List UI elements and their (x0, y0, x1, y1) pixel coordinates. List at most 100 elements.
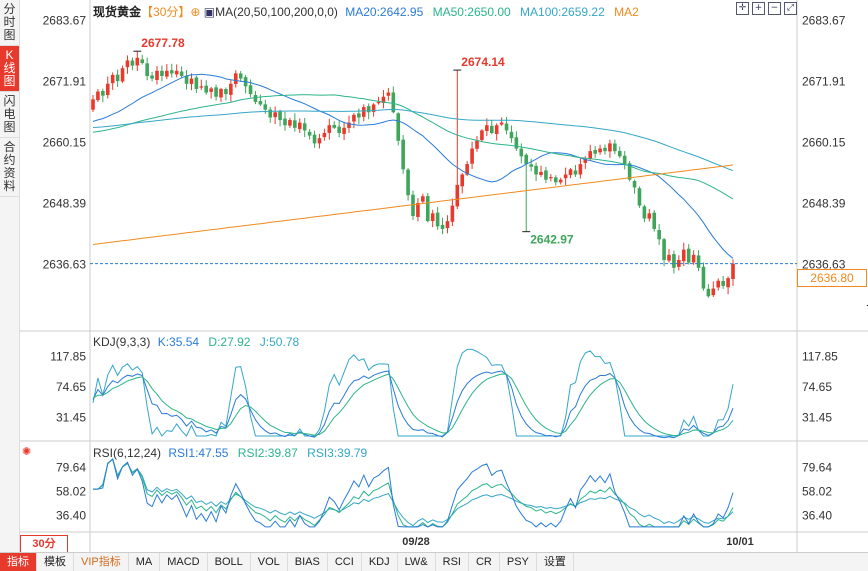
candle-body (115, 74, 120, 82)
candle-body (406, 169, 410, 196)
rsi3-line (93, 458, 734, 527)
indicator-tab-7[interactable]: BIAS (288, 553, 328, 571)
candle-body (460, 174, 465, 187)
rsi-label: RSI(6,12,24) (93, 446, 162, 460)
period-tag: 【30分】 (141, 5, 191, 19)
candle-body (593, 149, 597, 154)
candle-body (169, 70, 174, 74)
candle-body (558, 179, 563, 183)
candle-body (214, 87, 218, 97)
candle-body (667, 254, 671, 261)
zoom-out-icon[interactable]: − (768, 2, 781, 15)
candle-body (706, 288, 711, 297)
candle-body (248, 85, 253, 95)
ma50-value: MA50:2650.00 (432, 5, 511, 19)
indicator-tab-4[interactable]: MACD (160, 553, 208, 571)
symbol-name: 现货黄金 (93, 5, 142, 19)
kdj-d-line (92, 373, 734, 437)
y-tick-label: 2648.39 (43, 197, 87, 211)
candle-body (179, 71, 184, 76)
candle-body (273, 112, 277, 118)
indicator-tab-2[interactable]: VIP指标 (74, 553, 129, 571)
indicator-tab-1[interactable]: 模板 (37, 553, 74, 571)
candle-body (421, 196, 425, 202)
zoom-in-icon[interactable]: + (752, 2, 765, 15)
candle-body (642, 206, 647, 219)
y-tick-label: 2636.63 (43, 258, 87, 272)
settings-icon[interactable]: ⊕ (190, 5, 201, 19)
annotation-label: 2674.14 (461, 55, 505, 69)
candle-body (622, 155, 627, 165)
candle-body (445, 221, 450, 229)
y-tick-label: 2671.91 (43, 75, 87, 89)
fullscreen-icon[interactable]: ⤢ (784, 2, 797, 15)
annotation-label: 2642.97 (530, 233, 574, 247)
indicator-tab-14[interactable]: 设置 (537, 553, 574, 571)
candle-body (494, 125, 499, 134)
indicator-tab-10[interactable]: LW& (398, 553, 436, 571)
candle-body (455, 184, 460, 207)
candle-body (711, 288, 716, 296)
candle-body (337, 126, 341, 134)
indicator-tab-13[interactable]: PSY (500, 553, 537, 571)
candle-body (130, 60, 135, 66)
ma200-value: MA2 (614, 5, 639, 19)
indicator-settings-icon[interactable]: ✺ (22, 446, 32, 458)
candle-body (352, 114, 356, 122)
indicator-tab-9[interactable]: KDJ (362, 553, 398, 571)
candle-body (238, 73, 243, 79)
candle-body (125, 60, 130, 68)
kdj-k-line (92, 370, 734, 439)
indicator-tab-8[interactable]: CCI (328, 553, 362, 571)
candle-body (145, 63, 149, 76)
rsi-header: RSI(6,12,24) RSI1:47.55 RSI2:39.87 RSI3:… (93, 446, 367, 460)
candle-body (332, 124, 337, 128)
candle-body (598, 148, 602, 153)
candle-body (386, 92, 391, 96)
candle-body (376, 101, 381, 104)
kdj-y-tick-right: 74.65 (802, 380, 832, 394)
indicator-tab-12[interactable]: CR (469, 553, 500, 571)
rsi1-value: RSI1:47.55 (168, 446, 229, 460)
y-tick-label-right: 2660.15 (802, 136, 846, 150)
ma-toggle-icon[interactable]: ▣ (203, 5, 216, 19)
side-tab-timeshare[interactable]: 分时图 (0, 0, 19, 46)
chart-canvas[interactable]: 2683.67 2683.67 2671.91 2671.91 2660.15 2660.… (0, 0, 868, 552)
period-button[interactable]: 30分 (20, 535, 68, 553)
candle-body (627, 163, 632, 180)
candle-body (165, 70, 169, 77)
candle-body (140, 59, 145, 64)
candle-body (657, 230, 661, 240)
candle-body (307, 131, 312, 136)
y-tick-label-right: 2636.63 (802, 258, 846, 272)
side-tab-flash[interactable]: 闪电图 (0, 92, 19, 138)
indicator-tab-11[interactable]: RSI (436, 553, 469, 571)
kdj-y-tick-right: 117.85 (802, 350, 838, 364)
expand-icon[interactable]: ✛ (736, 2, 749, 15)
indicator-tab-0[interactable]: 指标 (0, 553, 37, 571)
candle-body (357, 113, 361, 118)
candle-body (578, 164, 583, 175)
ma100-line (92, 108, 734, 172)
side-tab-contract-info[interactable]: 合约资料 (0, 138, 19, 197)
candle-body (583, 158, 588, 163)
candle-body (573, 170, 578, 175)
annotation-label: 2677.78 (141, 36, 185, 50)
ma200-line (92, 164, 734, 245)
candle-body (96, 91, 100, 101)
candle-body (435, 212, 440, 227)
candle-body (253, 95, 258, 102)
indicator-tab-3[interactable]: MA (129, 553, 161, 571)
candle-body (224, 89, 228, 95)
candle-body (184, 76, 189, 84)
indicator-tab-6[interactable]: VOL (251, 553, 288, 571)
rsi-y-tick-right: 79.64 (802, 460, 832, 474)
candle-body (662, 239, 666, 261)
candle-body (371, 104, 376, 112)
indicator-tab-5[interactable]: BOLL (208, 553, 251, 571)
ma-params: MA(20,50,100,200,0,0) (215, 5, 338, 19)
candle-body (258, 101, 263, 105)
candle-body (514, 137, 519, 149)
y-tick-label-right: 2683.67 (802, 14, 846, 28)
